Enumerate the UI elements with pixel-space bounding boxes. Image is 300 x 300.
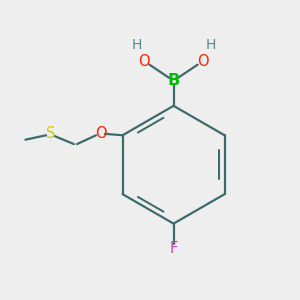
Text: O: O bbox=[95, 126, 106, 141]
Text: H: H bbox=[205, 38, 215, 52]
Text: S: S bbox=[46, 126, 55, 141]
Text: F: F bbox=[169, 241, 178, 256]
Text: O: O bbox=[138, 54, 150, 69]
Text: B: B bbox=[167, 73, 180, 88]
Text: O: O bbox=[197, 54, 209, 69]
Text: H: H bbox=[132, 38, 142, 52]
